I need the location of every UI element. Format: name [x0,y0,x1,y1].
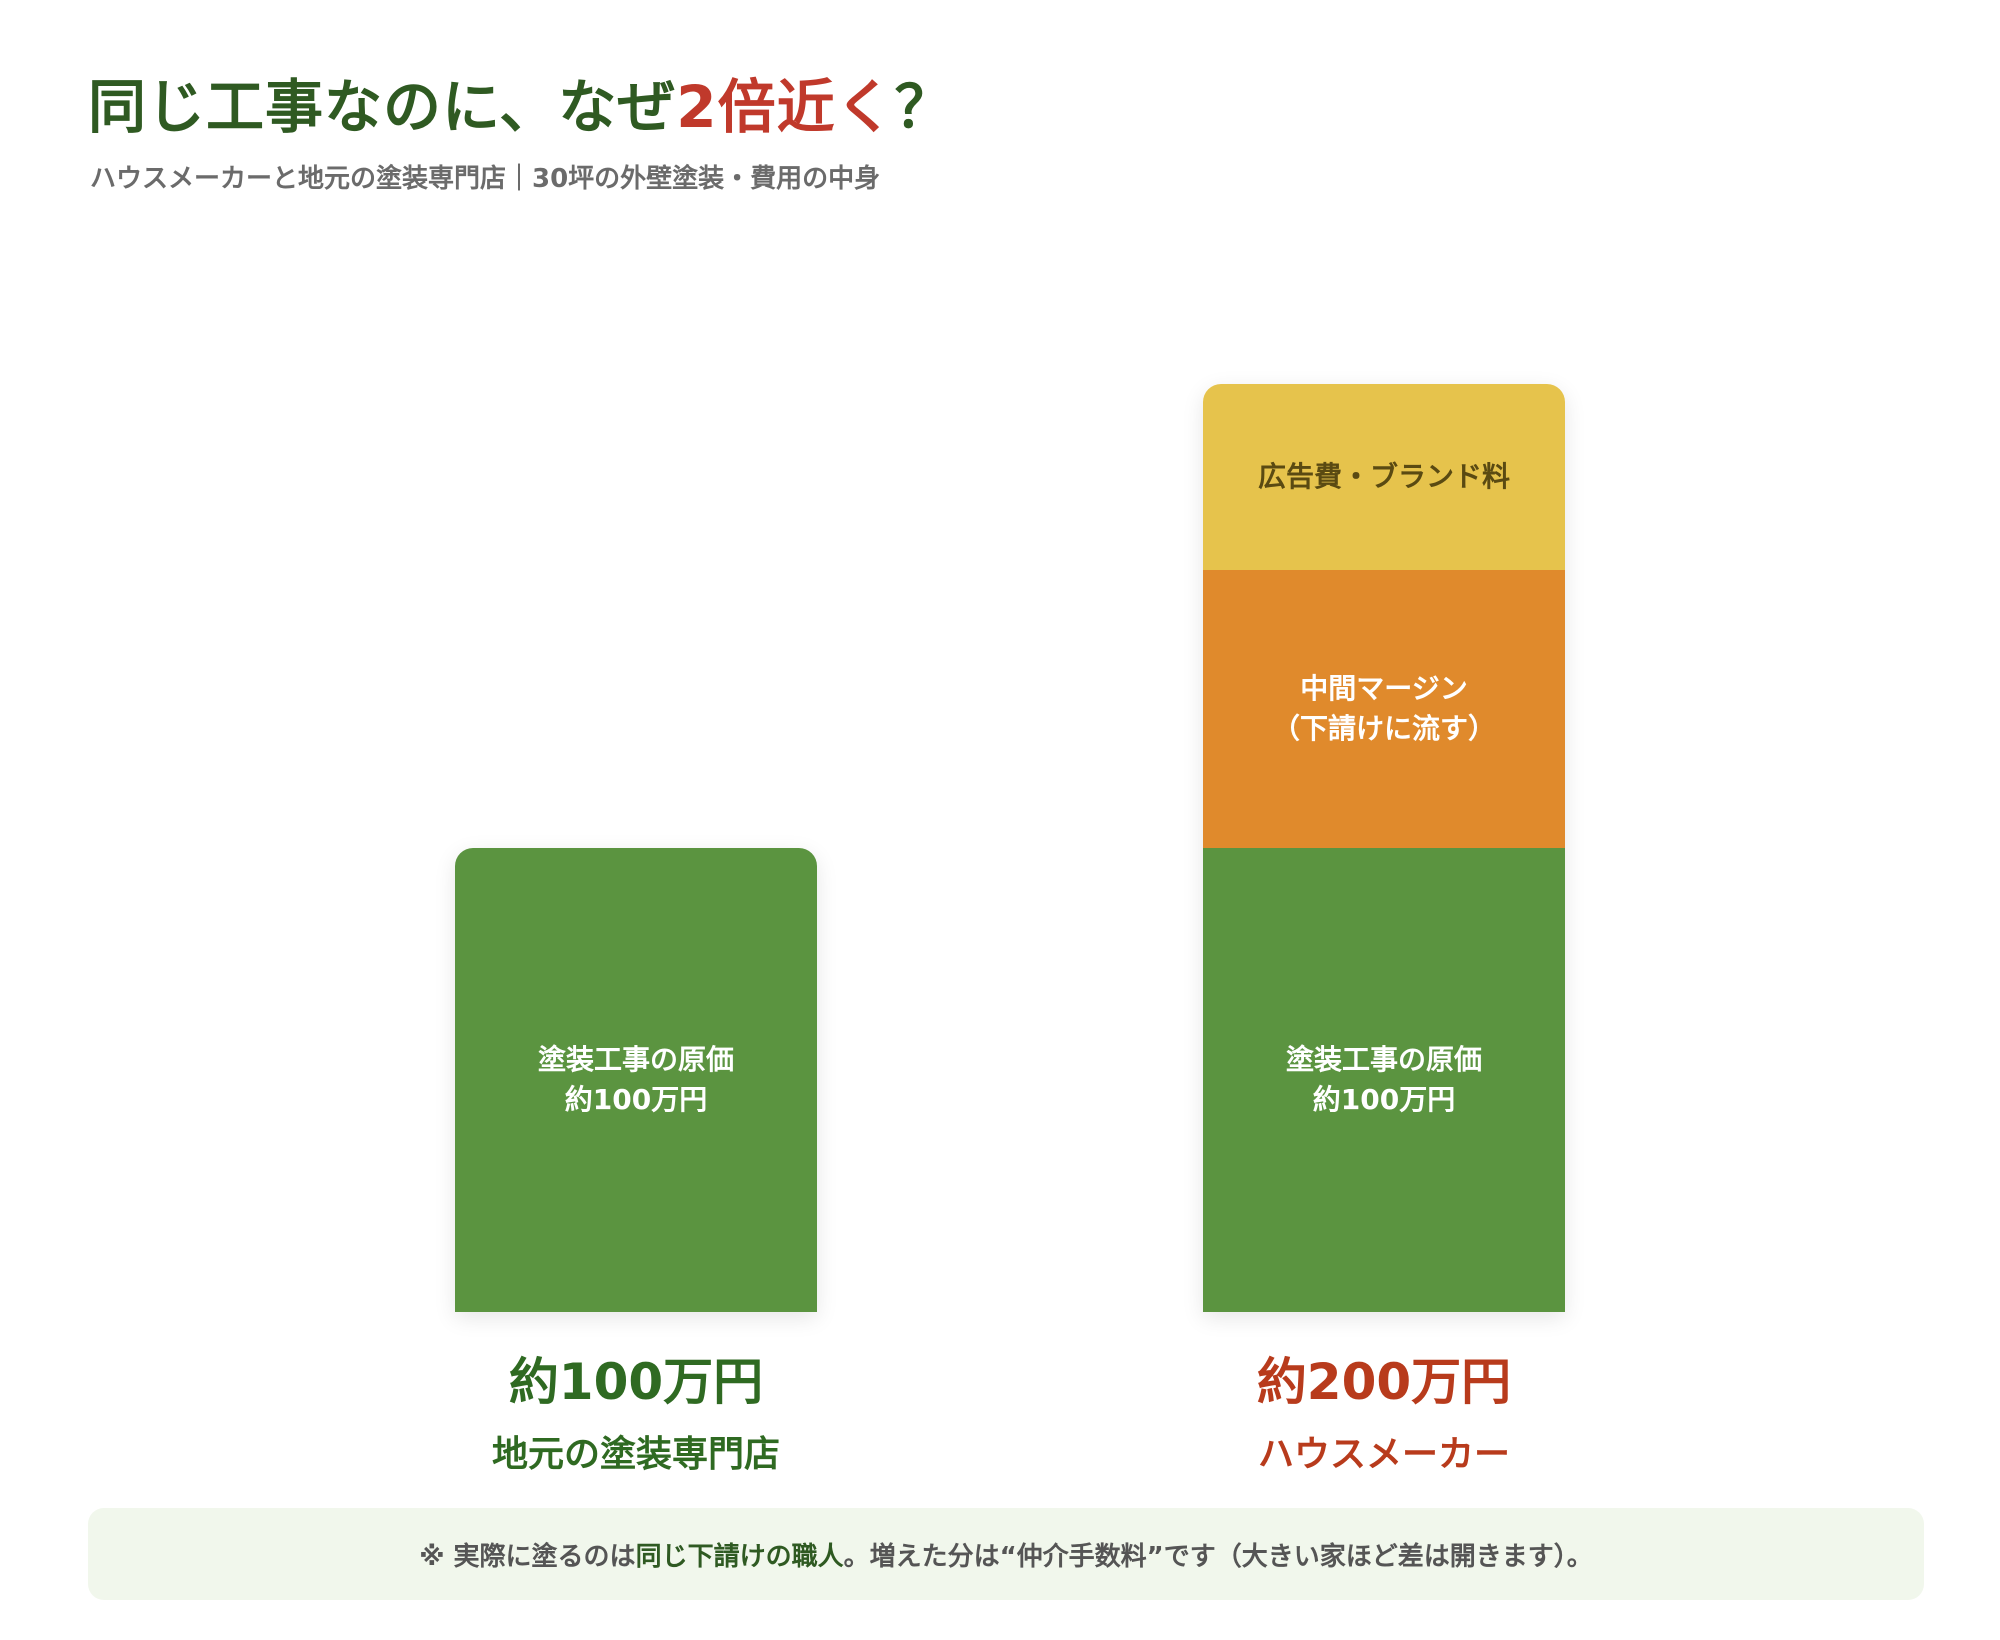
title-main: 同じ工事なのに、なぜ [88,73,677,141]
chart-subtitle: ハウスメーカーと地元の塗装専門店｜30坪の外壁塗装・費用の中身 [90,164,881,194]
bar-2-segment-3: 広告費・ブランド料 [1203,384,1565,570]
segment-label-line: 約100万円 [564,1083,708,1116]
bar-2-segment-1: 塗装工事の原価 約100万円 [1203,847,1565,1312]
segment-label-line: 約100万円 [1312,1082,1456,1116]
chart-title: 同じ工事なのに、なぜ2倍近く？ [88,60,954,144]
bar-1: 塗装工事の原価 約100万円 [455,848,817,1312]
bar-total-label: 約200万円 [1256,1353,1512,1411]
bar-2-segment-2: 中間マージン （下請けに流す） [1203,569,1565,848]
note-suffix: 。増えた分は“仲介手数料”です（大きい家ほど差は開きます）。 [843,1541,1593,1572]
title-accent: 2倍近く [676,73,895,141]
bar-1-segment-1: 塗装工事の原価 約100万円 [455,848,817,1312]
segment-label-line: 塗装工事の原価 [537,1043,734,1076]
segment-label-line: 中間マージン [1300,671,1468,705]
bar-total-label: 約100万円 [508,1353,764,1411]
note-prefix: ※ 実際に塗るのは [419,1541,636,1572]
segment-label-line: 塗装工事の原価 [1285,1042,1482,1076]
title-end: ？ [894,73,954,141]
note-emphasis: 同じ下請けの職人 [635,1541,844,1572]
footnote-box: ※ 実際に塗るのは 同じ下請けの職人 。増えた分は“仲介手数料”です（大きい家ほど差… [88,1508,1924,1600]
segment-label-line: （下請けに流す） [1271,711,1496,745]
category-label: 地元の塗装専門店 [491,1434,780,1475]
category-label: ハウスメーカー [1257,1434,1510,1475]
segment-label-line: 広告費・ブランド料 [1257,459,1510,493]
bar-2: 広告費・ブランド料 中間マージン （下請けに流す） 塗装工事の原価 約100万円 [1203,384,1565,1312]
